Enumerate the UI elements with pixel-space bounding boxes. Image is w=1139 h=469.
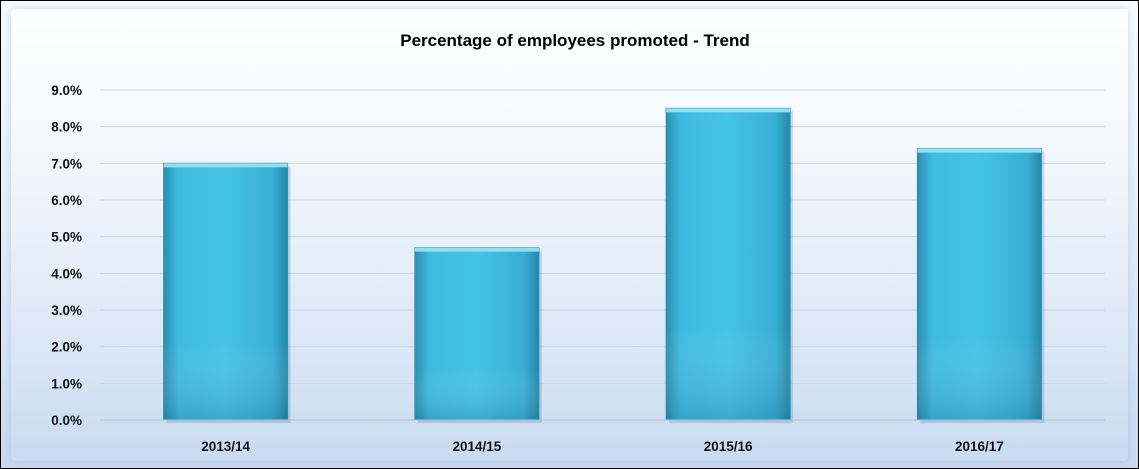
bar-top-highlight bbox=[163, 163, 288, 168]
x-tick-label: 2014/15 bbox=[452, 439, 501, 454]
x-tick-label: 2013/14 bbox=[201, 439, 250, 454]
y-tick-label: 3.0% bbox=[51, 303, 82, 318]
y-axis: 0.0% 1.0% 2.0% 3.0% 4.0% 5.0% 6.0% 7.0% 8.0% 9.0% bbox=[51, 83, 82, 428]
y-tick-label: 6.0% bbox=[51, 193, 82, 208]
y-tick-label: 2.0% bbox=[51, 340, 82, 355]
bar-top-highlight bbox=[666, 108, 791, 113]
bar-shading bbox=[163, 163, 288, 421]
bar-shading bbox=[414, 247, 539, 420]
bar-top-highlight bbox=[917, 148, 1042, 153]
bar bbox=[163, 162, 291, 424]
bars bbox=[163, 107, 1045, 424]
y-tick-label: 8.0% bbox=[51, 120, 82, 135]
y-tick-label: 9.0% bbox=[51, 83, 82, 98]
bar-top-highlight bbox=[414, 247, 539, 252]
bar bbox=[414, 247, 542, 423]
x-axis: 2013/14 2014/15 2015/16 2016/17 bbox=[100, 419, 1105, 454]
bar-shading bbox=[917, 148, 1042, 420]
y-tick-label: 5.0% bbox=[51, 230, 82, 245]
y-tick-label: 1.0% bbox=[51, 376, 82, 391]
bar bbox=[665, 107, 794, 423]
bar bbox=[916, 148, 1045, 423]
chart-title: Percentage of employees promoted - Trend bbox=[400, 31, 750, 50]
y-tick-label: 7.0% bbox=[51, 156, 82, 171]
y-tick-label: 0.0% bbox=[51, 413, 82, 428]
x-tick-label: 2015/16 bbox=[704, 439, 753, 454]
y-tick-label: 4.0% bbox=[51, 266, 82, 281]
x-tick-label: 2016/17 bbox=[955, 439, 1004, 454]
bar-shading bbox=[666, 108, 791, 420]
